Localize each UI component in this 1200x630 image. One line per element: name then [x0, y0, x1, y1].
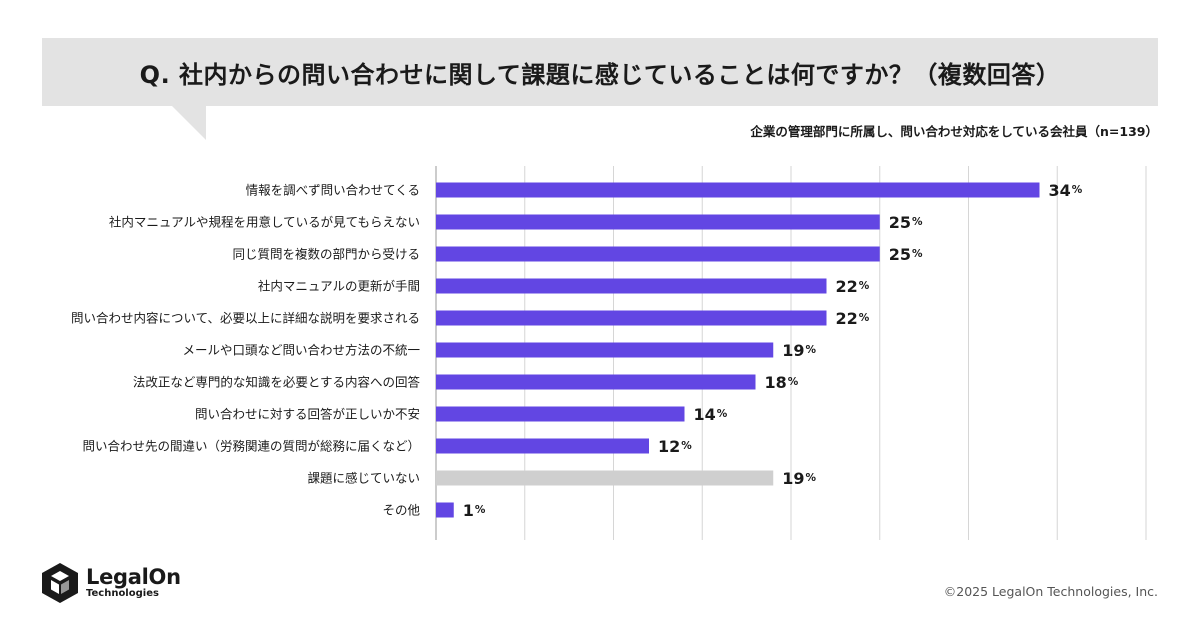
value-label: 12%	[658, 437, 692, 456]
bar	[436, 182, 1040, 198]
bar	[436, 374, 756, 390]
question-title: Q. 社内からの問い合わせに関して課題に感じていることは何ですか？（複数回答）	[139, 60, 1061, 89]
category-label: 法改正など専門的な知識を必要とする内容への回答	[133, 375, 421, 390]
bar	[436, 502, 454, 518]
category-label: 課題に感じていない	[307, 471, 420, 486]
category-label: その他	[382, 503, 420, 518]
brand-sub: Technologies	[86, 588, 159, 599]
category-label: 問い合わせ内容について、必要以上に詳細な説明を要求される	[71, 311, 420, 326]
category-label: メールや口頭など問い合わせ方法の不統一	[182, 343, 420, 358]
value-labels: 34% 25% 25% 22% 22% 19% 18% 14%12% 19% 1%	[463, 181, 1083, 520]
bar	[436, 342, 774, 358]
category-label: 同じ質問を複数の部門から受ける	[232, 247, 420, 262]
bar	[436, 470, 774, 486]
category-label: 問い合わせに対する回答が正しいか不安	[195, 407, 420, 422]
category-label: 情報を調べず問い合わせてくる	[246, 183, 420, 198]
value-label: 34%	[1049, 181, 1083, 200]
value-label: 18%	[765, 373, 799, 392]
bar	[436, 406, 685, 422]
bar	[436, 214, 880, 230]
value-label: 25%	[889, 245, 923, 264]
bar	[436, 310, 827, 326]
brand-name: LegalOn	[86, 565, 181, 589]
value-label: 19%	[782, 469, 816, 488]
bars	[436, 182, 1040, 518]
question-banner	[42, 38, 1158, 106]
speech-bubble-tail	[172, 106, 206, 140]
category-label: 社内マニュアルや規程を用意しているが見てもらえない	[109, 215, 420, 230]
value-label: 19%	[782, 341, 816, 360]
bar	[436, 246, 880, 262]
respondents-note: 企業の管理部門に所属し、問い合わせ対応をしている会社員（n=139）	[750, 124, 1158, 139]
bar	[436, 278, 827, 294]
value-label: 22%	[836, 277, 870, 296]
hexagon-logo-icon	[42, 563, 78, 603]
value-label: 25%	[889, 213, 923, 232]
value-label: 14%	[694, 405, 728, 424]
copyright-text: ©2025 LegalOn Technologies, Inc.	[943, 584, 1158, 599]
category-label: 社内マニュアルの更新が手間	[258, 279, 420, 294]
bar	[436, 438, 649, 454]
category-labels: 情報を調べず問い合わせてくる社内マニュアルや規程を用意しているが見てもらえない同…	[71, 183, 421, 518]
value-label: 1%	[463, 501, 486, 520]
category-label: 問い合わせ先の間違い（労務関連の質問が総務に届くなど）	[82, 439, 420, 454]
brand-logo: LegalOn Technologies	[40, 562, 181, 604]
value-label: 22%	[836, 309, 870, 328]
